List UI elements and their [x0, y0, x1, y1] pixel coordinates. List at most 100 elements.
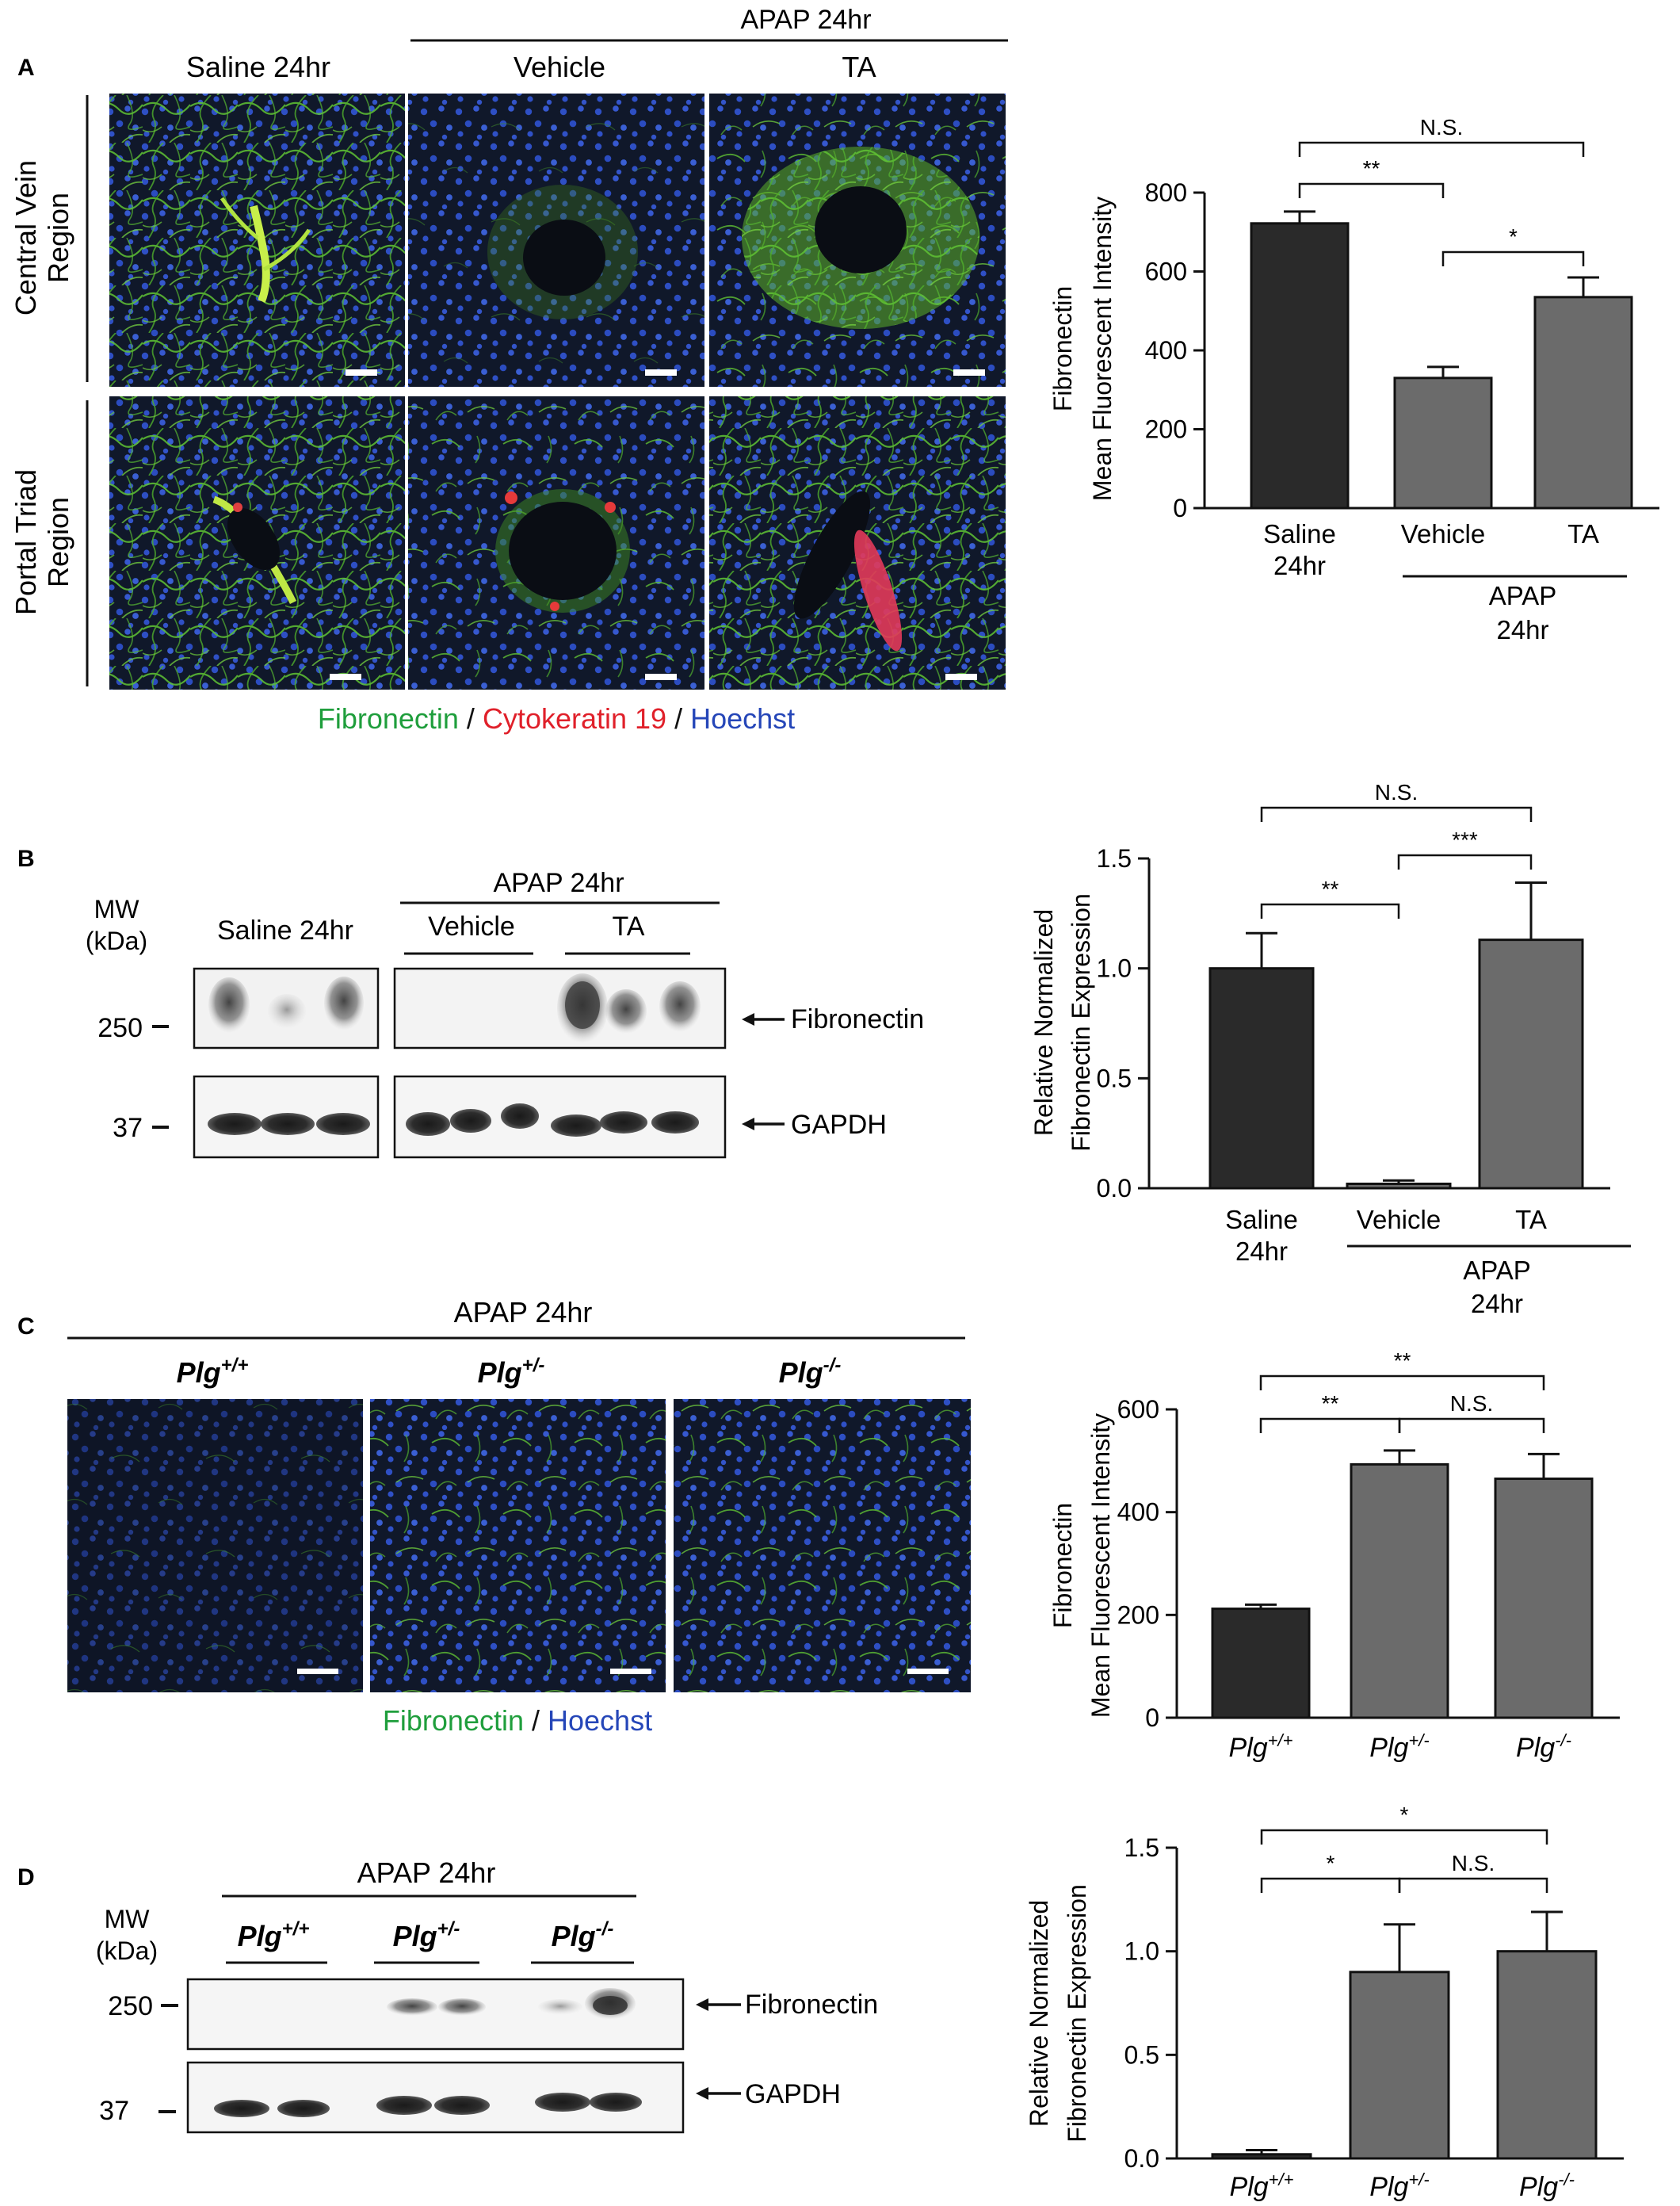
- legend-c-fibronectin: Fibronectin: [383, 1704, 524, 1737]
- bar: [1211, 2153, 1312, 2160]
- y-axis-label: Fibronectin Expression: [1067, 893, 1095, 1151]
- bar: [1211, 1608, 1311, 1719]
- significance-label: N.S.: [1452, 1851, 1495, 1875]
- y-tick-label: 800: [1145, 178, 1187, 207]
- panel-d-marker-250: 250: [108, 1991, 153, 2021]
- significance-label: **: [1322, 1391, 1339, 1416]
- panel-b-lane-saline: Saline 24hr: [217, 916, 353, 946]
- legend-fibronectin: Fibronectin: [318, 702, 459, 735]
- panel-c-letter: C: [17, 1313, 35, 1340]
- category-sup: +/-: [1408, 1730, 1429, 1750]
- y-axis-label: Fibronectin: [1048, 1503, 1077, 1628]
- panel-a-col-label-vehicle: Vehicle: [514, 51, 605, 83]
- significance-label: *: [1400, 1803, 1409, 1827]
- significance-bracket: [1260, 1877, 1401, 1893]
- group-label: APAP: [1489, 581, 1557, 610]
- micrograph-central-ta: [709, 94, 1006, 387]
- panel-d-letter: D: [17, 1864, 35, 1891]
- significance-label: N.S.: [1375, 780, 1418, 805]
- panel-d: D MW (kDa) APAP 24hr Plg+/+ Plg+/- Plg-/…: [17, 1856, 878, 2134]
- panel-b-lane-ta: TA: [613, 912, 645, 942]
- significance-bracket: [1441, 250, 1585, 266]
- category-base: Plg: [1516, 1733, 1555, 1763]
- category-label: Plg+/+: [1229, 1730, 1293, 1763]
- blot-d-fibronectin: [186, 1978, 685, 2051]
- significance-bracket: [1398, 1417, 1545, 1433]
- blot-b-gapdh: [193, 1075, 727, 1159]
- significance-bracket: [1260, 806, 1533, 822]
- category-sup: +/+: [1268, 1730, 1293, 1750]
- panel-a-row-label-portal-2: Region: [42, 497, 74, 587]
- micrograph-central-saline: [109, 94, 405, 387]
- micrograph-c-wt: [67, 1399, 363, 1692]
- legend-sep-2: /: [666, 702, 690, 735]
- panel-d-marker-37: 37: [99, 2096, 129, 2126]
- y-axis-label: Fibronectin: [1048, 286, 1077, 411]
- category-sup: +/+: [1269, 2170, 1294, 2189]
- panel-c-genotype-ko: Plg-/-: [779, 1355, 842, 1389]
- y-axis-label: Relative Normalized: [1029, 909, 1058, 1136]
- y-tick-label: 0.5: [1124, 2040, 1159, 2069]
- y-tick-label: 600: [1145, 258, 1187, 286]
- panel-c-stain-legend: Fibronectin / Hoechst: [383, 1704, 652, 1737]
- panel-b: B MW (kDa) APAP 24hr Saline 24hr Vehicle…: [17, 846, 924, 1159]
- panel-b-mw-label-1: MW: [94, 895, 140, 923]
- panel-d-mw-label-1: MW: [105, 1905, 151, 1933]
- panel-b-lane-vehicle: Vehicle: [428, 912, 515, 942]
- bar: [1346, 1182, 1452, 1190]
- category-label: TA: [1567, 519, 1599, 549]
- category-label: Vehicle: [1357, 1205, 1441, 1234]
- panel-b-group-header: APAP 24hr: [493, 868, 624, 898]
- group-label: APAP: [1463, 1256, 1531, 1285]
- significance-label: *: [1509, 224, 1518, 249]
- bar: [1496, 1950, 1598, 2160]
- micrograph-c-het: [370, 1399, 666, 1692]
- category-base: Plg: [1369, 1733, 1408, 1763]
- significance-label: N.S.: [1450, 1391, 1493, 1416]
- category-sup: -/-: [1555, 1730, 1571, 1750]
- category-label: 24hr: [1235, 1237, 1288, 1266]
- significance-bracket: [1259, 1417, 1401, 1433]
- y-tick-label: 600: [1117, 1395, 1159, 1424]
- y-tick-label: 1.0: [1097, 954, 1132, 983]
- bar: [1393, 377, 1493, 510]
- chart-b: 0.0 0.5 1.0 1.5 Relative Normalized Fibronect…: [1029, 780, 1631, 1318]
- legend-sep-1: /: [459, 702, 483, 735]
- panel-d-label-gapdh: GAPDH: [745, 2079, 841, 2109]
- panel-a-stain-legend: Fibronectin / Cytokeratin 19 / Hoechst: [318, 702, 795, 735]
- micrograph-central-vehicle: [408, 94, 704, 387]
- panel-a-col-label-saline: Saline 24hr: [186, 51, 330, 83]
- panel-d-arrowhead-fibronectin: [696, 1998, 708, 2011]
- panel-a-group-header: APAP 24hr: [740, 5, 871, 35]
- y-axis-label: Relative Normalized: [1025, 1900, 1053, 2127]
- significance-label: *: [1327, 1851, 1335, 1875]
- y-tick-label: 1.0: [1124, 1937, 1159, 1966]
- micrograph-portal-ta: [709, 396, 1006, 690]
- y-tick-label: 0: [1145, 1703, 1159, 1732]
- y-tick-label: 0: [1173, 494, 1187, 522]
- panel-d-genotype-het: Plg+/-: [393, 1918, 460, 1952]
- micrograph-portal-saline: [109, 396, 405, 690]
- y-axis-label: Mean Fluorescent Intensity: [1086, 1413, 1115, 1718]
- category-label: Saline: [1263, 519, 1336, 549]
- category-sup: -/-: [1558, 2170, 1575, 2189]
- y-tick-label: 200: [1117, 1600, 1159, 1629]
- significance-label: **: [1394, 1348, 1411, 1373]
- significance-label: **: [1322, 877, 1339, 901]
- significance-label: N.S.: [1420, 115, 1463, 140]
- y-axis-label: Mean Fluorescent Intensity: [1088, 197, 1117, 501]
- y-tick-label: 1.5: [1124, 1833, 1159, 1862]
- blot-d-gapdh: [186, 2061, 685, 2134]
- y-tick-label: 400: [1145, 336, 1187, 365]
- category-label: Plg-/-: [1519, 2170, 1575, 2202]
- category-base: Plg: [1229, 1733, 1268, 1763]
- bar: [1478, 939, 1584, 1190]
- y-tick-label: 400: [1117, 1498, 1159, 1527]
- panel-a-row-label-central-2: Region: [42, 193, 74, 283]
- significance-label: **: [1363, 156, 1380, 181]
- significance-label: ***: [1452, 828, 1478, 852]
- significance-bracket: [1260, 903, 1400, 919]
- category-base: Plg: [1369, 2172, 1408, 2202]
- chart-c: 0 200 400 600 Fibronectin Mean Fluorescent In…: [1048, 1348, 1620, 1763]
